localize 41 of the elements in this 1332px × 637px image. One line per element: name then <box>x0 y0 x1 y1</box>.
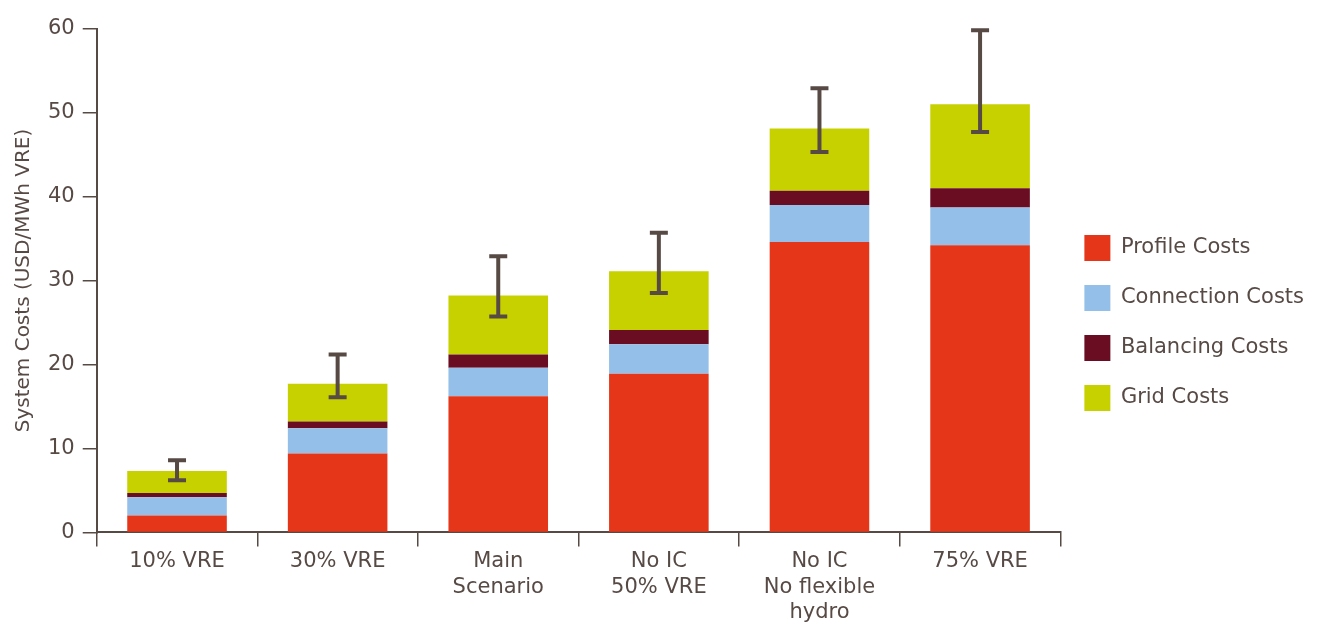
bar <box>769 204 870 242</box>
bar <box>127 471 227 493</box>
bar <box>769 241 870 532</box>
bar <box>769 190 870 205</box>
y-tick-label: 40 <box>47 182 75 207</box>
y-tick-label: 20 <box>47 350 75 375</box>
bar <box>930 207 1030 246</box>
bar <box>930 245 1030 532</box>
y-tick-label: 60 <box>47 15 75 40</box>
bar <box>127 497 227 516</box>
bar <box>448 396 549 532</box>
bar <box>448 354 549 368</box>
x-tick-label: 75% VRE <box>932 548 1028 573</box>
bar <box>609 330 709 345</box>
bar <box>448 367 549 397</box>
x-tick-label: Main Scenario <box>452 548 544 598</box>
y-tick-label: 0 <box>61 518 75 543</box>
legend-label: Balancing Costs <box>1120 334 1289 359</box>
bar <box>609 271 709 331</box>
bar <box>287 383 388 422</box>
bar <box>287 428 388 454</box>
y-tick-label: 10 <box>47 434 75 459</box>
x-tick-label: No IC No flexible hydro <box>763 548 876 623</box>
bar <box>609 373 709 532</box>
legend-label: Profile Costs <box>1120 234 1251 259</box>
bar <box>609 344 709 374</box>
x-tick-label: No IC 50% VRE <box>611 548 707 598</box>
bar <box>769 128 870 191</box>
legend-label: Connection Costs <box>1120 284 1304 309</box>
y-tick-label: 50 <box>47 99 75 124</box>
bar <box>287 453 388 532</box>
x-tick-label: 10% VRE <box>129 548 225 573</box>
legend-label: Grid Costs <box>1120 384 1230 409</box>
x-tick-label: 30% VRE <box>289 548 386 573</box>
bar <box>930 104 1030 189</box>
y-tick-label: 30 <box>47 266 75 291</box>
y-axis-title: System Costs (USD/MWh VRE) <box>10 128 35 433</box>
bar <box>127 492 227 498</box>
bar <box>127 515 227 532</box>
bar <box>930 188 1030 208</box>
bar <box>448 295 549 355</box>
